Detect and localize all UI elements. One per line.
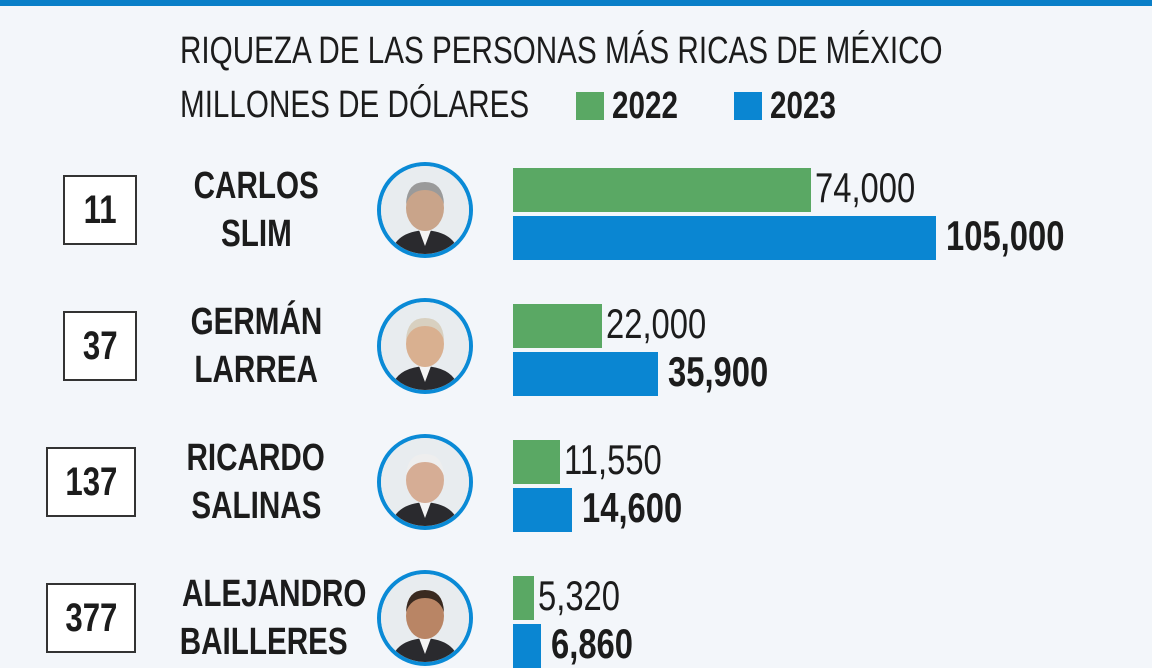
value-label-2023: 35,900 [668, 350, 796, 394]
legend-item-2022: 2022 [576, 85, 697, 127]
value-label-2022: 74,000 [815, 166, 943, 210]
portrait-photo [377, 570, 473, 666]
value-label-2023: 14,600 [582, 486, 710, 530]
rank-number: 137 [64, 459, 118, 504]
portrait-photo [377, 162, 473, 258]
rank-number: 377 [64, 595, 118, 640]
value-label-2022: 22,000 [606, 302, 734, 346]
name-line: RICARDO [186, 437, 326, 479]
name-line: LARREA [194, 349, 318, 391]
rank-box: 37 [63, 311, 137, 381]
bar-2022 [513, 576, 535, 620]
value-text: 6,860 [550, 620, 633, 667]
person-silhouette-icon [381, 574, 469, 662]
bar-2022 [513, 168, 812, 212]
name-line: SLIM [220, 213, 292, 255]
rank-box: 137 [46, 447, 136, 517]
value-text: 22,000 [605, 300, 706, 347]
value-text: 11,550 [563, 436, 662, 483]
chart-subtitle: MILLONES DE DÓLARES [180, 84, 530, 126]
name-line: ALEJANDRO [182, 573, 367, 615]
value-text: 35,900 [667, 348, 768, 395]
portrait-photo [377, 434, 473, 530]
person-silhouette-icon [381, 302, 469, 390]
bar-2022 [513, 304, 602, 348]
person-silhouette-icon [381, 438, 469, 526]
value-label-2023: 6,860 [551, 622, 656, 666]
rank-number: 11 [83, 187, 117, 232]
value-text: 105,000 [946, 212, 1065, 259]
person-name: RICARDO SALINAS [156, 434, 356, 530]
legend-swatch-2022 [576, 92, 604, 120]
value-text: 14,600 [581, 484, 683, 531]
person-silhouette-icon [381, 166, 469, 254]
rank-box: 11 [63, 175, 137, 245]
rank-box: 377 [46, 583, 136, 653]
value-text: 74,000 [815, 164, 916, 211]
name-line: CARLOS [193, 165, 319, 207]
person-name: ALEJANDRO BAILLERES [156, 570, 367, 666]
legend-item-2023: 2023 [734, 85, 855, 127]
top-accent-bar [0, 0, 1152, 6]
portrait-photo [377, 298, 473, 394]
bar-2023 [513, 488, 572, 532]
value-text: 5,320 [538, 572, 621, 619]
bar-2023 [513, 624, 541, 668]
legend-swatch-2023 [734, 92, 762, 120]
person-name: GERMÁN LARREA [156, 298, 356, 394]
chart-title: RIQUEZA DE LAS PERSONAS MÁS RICAS DE MÉX… [180, 30, 943, 72]
bar-2022 [513, 440, 560, 484]
bar-2023 [513, 216, 936, 260]
value-label-2022: 5,320 [538, 574, 643, 618]
name-line: SALINAS [190, 485, 322, 527]
name-line: GERMÁN [190, 301, 322, 343]
value-label-2023: 105,000 [946, 214, 1098, 258]
bar-2023 [513, 352, 658, 396]
name-line: BAILLERES [179, 621, 348, 663]
person-name: CARLOS SLIM [156, 162, 356, 258]
rank-number: 37 [82, 323, 118, 368]
value-label-2022: 11,550 [564, 438, 689, 482]
